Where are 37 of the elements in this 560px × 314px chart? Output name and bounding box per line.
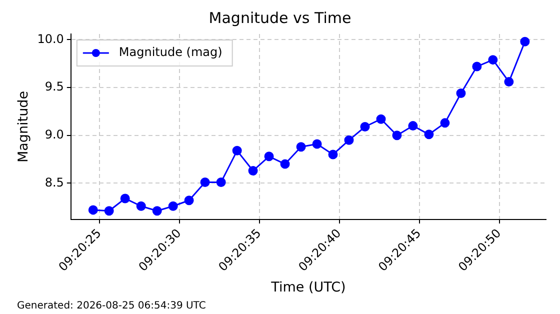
point: [424, 130, 434, 140]
point: [280, 159, 290, 169]
point: [152, 206, 162, 216]
point: [312, 139, 322, 149]
point: [328, 150, 338, 160]
point: [264, 152, 274, 162]
point: [248, 166, 258, 176]
text: Generated: 2026-08-25 06:54:39 UTC: [17, 300, 206, 312]
point: [360, 122, 370, 132]
point: [488, 55, 498, 65]
point: [376, 114, 386, 124]
y-tick-label: 9.0: [44, 127, 64, 142]
point: [232, 146, 242, 156]
point: [472, 62, 482, 72]
legend-label: Magnitude (mag): [118, 45, 222, 60]
y-axis-title: Magnitude: [16, 90, 32, 163]
point: [456, 88, 466, 98]
point: [88, 205, 98, 215]
point: [104, 206, 114, 216]
point: [344, 135, 354, 145]
point: [200, 177, 210, 187]
point: [504, 77, 514, 87]
y-tick-label: 10.0: [37, 32, 64, 46]
point: [120, 194, 130, 204]
x-axis-title: Time (UTC): [270, 279, 346, 296]
y-tick-label: 8.5: [44, 175, 64, 190]
point: [392, 130, 402, 140]
point: [136, 201, 146, 211]
chart-title: Magnitude vs Time: [208, 8, 352, 27]
point: [296, 142, 306, 152]
y-tick-label: 9.5: [44, 80, 64, 94]
point: [216, 177, 226, 187]
point: [168, 201, 178, 211]
point: [184, 196, 194, 206]
point: [440, 118, 450, 128]
point: [520, 36, 530, 46]
point: [408, 121, 418, 131]
